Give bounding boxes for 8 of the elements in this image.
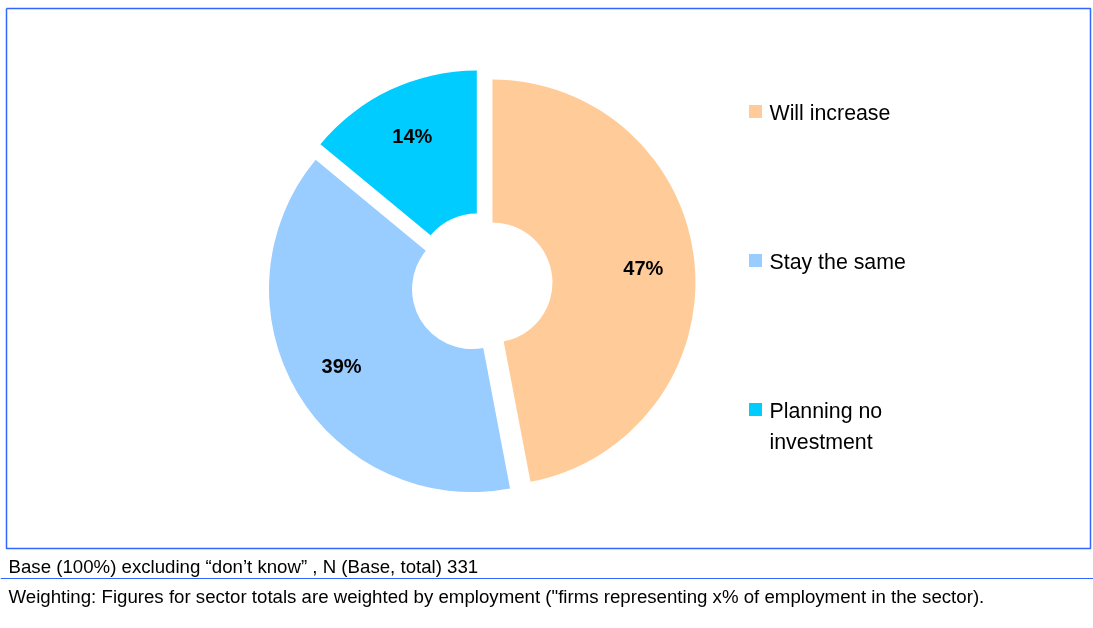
- text: Weighting: Figures for sector totals are weighted by employment ("firms representing x% of employment in the sector).: [8, 585, 985, 607]
- data-label: 47%: [623, 257, 664, 280]
- data-label: 39%: [321, 355, 362, 378]
- text: Base (100%) excluding “don’t know” , N (Base, total) 331: [8, 555, 479, 577]
- legend-label: Will increase: [769, 100, 891, 125]
- data-label: 14%: [392, 125, 433, 148]
- legend-label: Stay the same: [769, 249, 906, 274]
- legend-label: Planning no investment: [769, 398, 883, 454]
